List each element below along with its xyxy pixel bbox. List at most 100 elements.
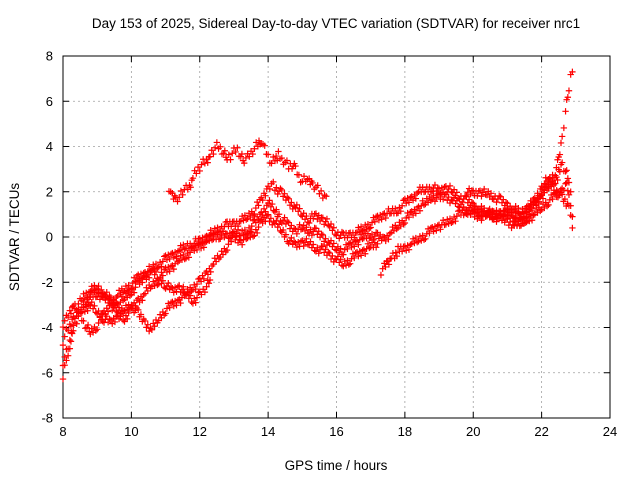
y-axis-tick-labels: 8 6 4 2 0 -2 -4 -6 -8 bbox=[41, 49, 53, 426]
data-point-marker bbox=[305, 219, 313, 227]
data-point-marker bbox=[201, 160, 209, 167]
data-point-marker bbox=[363, 225, 370, 233]
data-point-marker bbox=[292, 162, 299, 170]
data-point-marker bbox=[135, 306, 142, 314]
data-point-marker bbox=[340, 262, 347, 270]
data-point-marker bbox=[206, 153, 214, 160]
y-tick-label: 0 bbox=[46, 230, 53, 245]
data-point-marker bbox=[173, 302, 180, 309]
data-point-marker bbox=[513, 221, 521, 228]
data-point-marker bbox=[193, 170, 200, 177]
x-tick-label: 20 bbox=[466, 424, 480, 439]
data-point-marker bbox=[310, 228, 317, 235]
y-tick-label: -6 bbox=[41, 365, 53, 380]
data-point-marker bbox=[316, 217, 324, 225]
data-point-marker bbox=[336, 235, 343, 242]
data-point-marker bbox=[322, 235, 329, 242]
data-point-marker bbox=[170, 302, 177, 310]
data-point-marker bbox=[326, 249, 333, 257]
data-point-marker bbox=[315, 228, 322, 235]
data-point-marker bbox=[148, 283, 156, 290]
data-point-marker bbox=[199, 240, 206, 247]
data-point-marker bbox=[148, 326, 156, 333]
data-point-marker bbox=[288, 234, 295, 242]
data-point-marker bbox=[475, 212, 482, 219]
y-tick-label: -4 bbox=[41, 320, 53, 335]
data-point-marker bbox=[103, 312, 110, 320]
data-point-marker bbox=[115, 304, 123, 311]
data-point-marker bbox=[251, 210, 258, 218]
data-point-marker bbox=[169, 285, 176, 292]
data-point-marker bbox=[178, 256, 186, 264]
data-point-marker bbox=[165, 251, 172, 258]
data-point-marker bbox=[189, 243, 197, 250]
data-point-marker bbox=[262, 208, 269, 215]
data-point-marker bbox=[285, 195, 292, 202]
data-point-marker bbox=[145, 263, 153, 270]
data-point-marker bbox=[59, 341, 67, 349]
data-point-marker bbox=[242, 154, 250, 162]
data-point-marker bbox=[340, 251, 347, 258]
data-point-marker bbox=[278, 186, 285, 194]
data-point-marker bbox=[266, 197, 273, 204]
data-point-marker bbox=[526, 217, 533, 225]
chart-title: Day 153 of 2025, Sidereal Day-to-day VTE… bbox=[92, 16, 580, 31]
data-point-marker bbox=[64, 345, 72, 352]
data-point-marker bbox=[546, 196, 554, 204]
data-point-marker bbox=[301, 216, 309, 223]
data-point-marker bbox=[398, 248, 406, 255]
data-point-marker bbox=[415, 203, 422, 210]
data-point-marker bbox=[275, 221, 283, 228]
data-point-marker bbox=[246, 153, 253, 160]
data-point-marker bbox=[165, 263, 172, 271]
data-point-marker bbox=[145, 274, 153, 281]
data-point-marker bbox=[238, 227, 246, 234]
data-point-marker bbox=[297, 238, 305, 245]
data-point-marker bbox=[487, 211, 495, 218]
data-point-marker bbox=[359, 235, 366, 243]
data-point-marker bbox=[160, 253, 168, 260]
data-point-marker bbox=[247, 228, 254, 235]
data-point-marker bbox=[374, 212, 381, 220]
data-point-marker bbox=[273, 217, 280, 224]
data-point-marker bbox=[498, 217, 506, 224]
data-point-marker bbox=[455, 208, 462, 215]
data-point-marker bbox=[203, 238, 210, 245]
data-point-marker bbox=[229, 150, 236, 157]
data-point-marker bbox=[268, 160, 275, 167]
data-point-marker bbox=[403, 247, 410, 254]
data-point-marker bbox=[166, 304, 173, 311]
data-point-marker bbox=[374, 240, 381, 247]
data-point-marker bbox=[530, 212, 537, 219]
data-point-marker bbox=[422, 235, 429, 243]
data-point-marker bbox=[430, 228, 437, 235]
data-point-marker bbox=[137, 311, 145, 318]
data-point-marker bbox=[166, 268, 173, 275]
data-point-marker bbox=[150, 278, 157, 285]
data-point-marker bbox=[66, 307, 74, 314]
data-point-marker bbox=[217, 235, 224, 243]
data-point-marker bbox=[163, 305, 171, 312]
data-point-marker bbox=[543, 203, 551, 210]
data-point-marker bbox=[467, 211, 474, 219]
data-point-marker bbox=[363, 245, 370, 252]
data-point-marker bbox=[113, 299, 120, 307]
data-point-marker bbox=[253, 229, 261, 237]
data-point-marker bbox=[478, 193, 485, 200]
data-point-marker bbox=[442, 221, 450, 228]
data-point-marker bbox=[200, 244, 208, 251]
data-point-marker bbox=[207, 268, 214, 276]
data-point-marker bbox=[295, 171, 303, 179]
data-point-marker bbox=[418, 237, 425, 244]
data-point-marker bbox=[59, 362, 67, 369]
data-point-marker bbox=[364, 240, 372, 247]
data-point-marker bbox=[255, 216, 262, 224]
data-point-marker bbox=[282, 231, 290, 238]
data-point-marker bbox=[392, 205, 399, 212]
data-point-marker bbox=[249, 150, 256, 158]
data-point-marker bbox=[84, 307, 91, 314]
data-point-marker bbox=[270, 218, 277, 226]
data-point-marker bbox=[426, 229, 433, 237]
data-point-marker bbox=[182, 254, 190, 262]
data-point-marker bbox=[304, 218, 311, 226]
